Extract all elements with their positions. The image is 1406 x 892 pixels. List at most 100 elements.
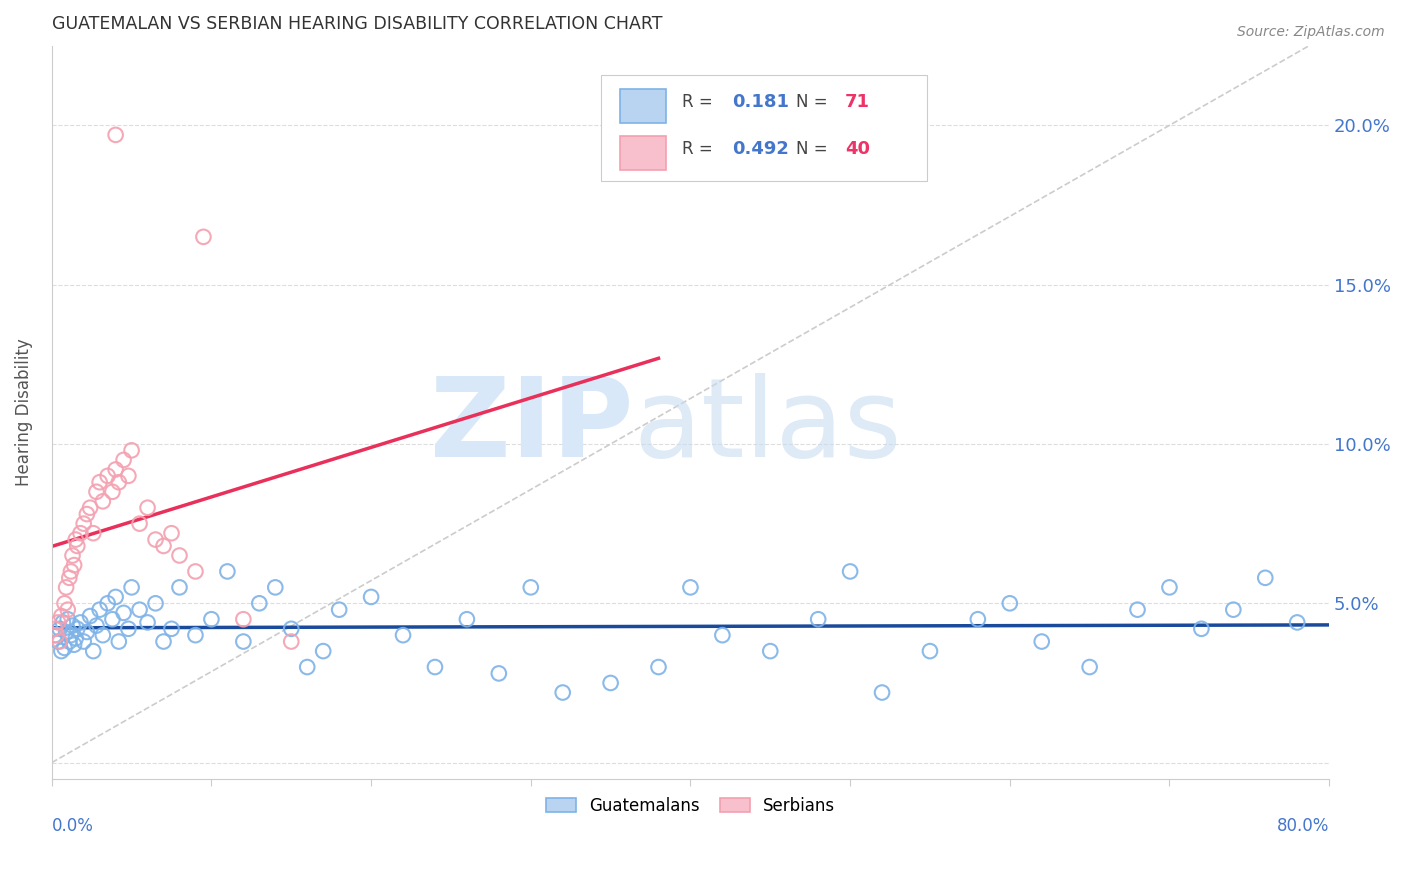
Point [112,453,135,467]
Point [55,580,77,594]
Point [73,516,96,531]
Point [65,533,87,547]
Point [360,590,382,604]
Point [280,622,302,636]
Point [46,634,69,648]
Point [136,500,159,515]
Point [128,602,150,616]
Point [82,526,104,541]
Y-axis label: Hearing Disability: Hearing Disability [15,338,32,486]
Point [392,628,415,642]
Text: N =: N = [796,93,834,112]
Point [58,634,80,648]
Point [145,533,167,547]
Point [76,507,98,521]
Point [69,615,91,630]
Point [56,612,79,626]
Point [128,516,150,531]
Point [104,590,127,604]
Point [48,622,70,636]
Point [160,526,183,541]
Point [108,634,131,648]
Point [160,622,183,636]
Point [58,571,80,585]
Point [117,468,139,483]
Point [121,443,143,458]
Point [79,609,101,624]
Point [264,580,287,594]
Point [53,596,76,610]
FancyBboxPatch shape [620,89,666,122]
Text: 0.181: 0.181 [733,93,790,112]
Point [73,634,96,648]
Text: Source: ZipAtlas.com: Source: ZipAtlas.com [1237,25,1385,39]
Point [66,539,89,553]
Point [91,494,114,508]
Point [297,660,319,674]
Point [280,634,302,648]
Point [647,660,669,674]
Point [97,468,120,483]
Point [51,644,73,658]
Point [46,615,69,630]
Text: atlas: atlas [633,373,901,480]
Point [807,612,830,626]
Point [1254,571,1277,585]
Point [247,596,270,610]
Point [117,622,139,636]
Point [918,644,941,658]
Point [44,628,66,642]
Point [62,549,84,563]
Point [1126,602,1149,616]
Point [184,565,207,579]
Point [91,628,114,642]
Point [551,685,574,699]
Point [232,634,254,648]
Point [1031,634,1053,648]
Point [97,596,120,610]
Text: R =: R = [682,140,717,158]
Point [184,628,207,642]
Point [101,484,124,499]
Point [1078,660,1101,674]
Point [104,128,127,142]
Point [66,622,89,636]
Point [966,612,988,626]
Point [65,632,87,646]
Point [44,622,66,636]
Point [520,580,543,594]
Text: 0.492: 0.492 [733,140,790,158]
Point [152,539,174,553]
Point [839,565,862,579]
Point [63,558,86,572]
Point [456,612,478,626]
Point [82,644,104,658]
Point [998,596,1021,610]
Point [112,606,135,620]
Point [86,618,108,632]
Point [232,612,254,626]
Text: 71: 71 [845,93,870,112]
Point [169,549,191,563]
Point [89,475,111,490]
Point [89,602,111,616]
Point [1189,622,1212,636]
Point [59,565,82,579]
Point [759,644,782,658]
Legend: Guatemalans, Serbians: Guatemalans, Serbians [538,790,842,822]
Point [53,640,76,655]
Point [101,612,124,626]
Point [217,565,239,579]
Point [423,660,446,674]
Text: 0.0%: 0.0% [52,817,94,835]
Text: 80.0%: 80.0% [1277,817,1329,835]
Point [45,628,67,642]
Point [488,666,510,681]
Point [145,596,167,610]
Point [599,676,621,690]
Point [1286,615,1309,630]
Point [48,634,70,648]
Point [1222,602,1244,616]
Point [59,628,82,642]
FancyBboxPatch shape [620,136,666,169]
